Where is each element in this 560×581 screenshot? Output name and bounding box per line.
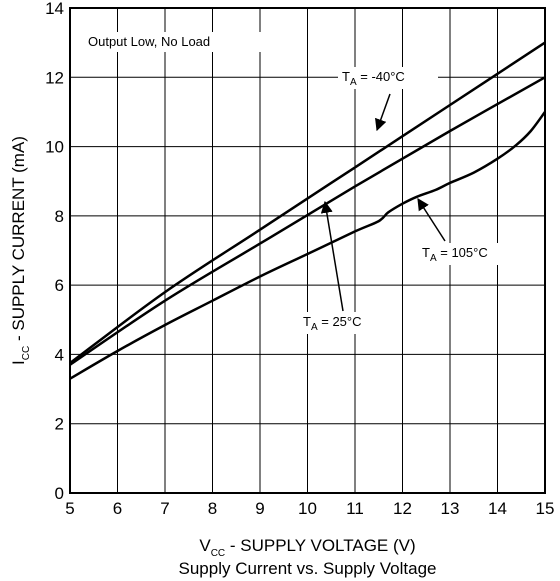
y-tick-label: 0 xyxy=(55,484,64,503)
y-tick-labels: 0 2 4 6 8 10 12 14 xyxy=(45,0,64,503)
callout-symbol: T xyxy=(342,69,350,84)
callout-subscript: A xyxy=(350,77,357,88)
x-axis-symbol: V xyxy=(199,536,211,555)
y-tick-label: 10 xyxy=(45,138,64,157)
x-tick-label: 7 xyxy=(160,499,169,518)
x-tick-label: 5 xyxy=(65,499,74,518)
callout-arrow xyxy=(417,197,446,242)
callout-text: = 25°C xyxy=(318,314,362,329)
x-tick-label: 6 xyxy=(113,499,122,518)
x-axis-subscript: CC xyxy=(211,548,225,559)
callout-background xyxy=(418,243,516,265)
callout-symbol: T xyxy=(303,314,311,329)
callout-symbol: T xyxy=(422,245,430,260)
annotation-text: Output Low, No Load xyxy=(88,34,210,49)
x-tick-label: 15 xyxy=(536,499,555,518)
callout-25c: TA = 25°C xyxy=(299,200,391,334)
y-axis-text: - SUPPLY CURRENT (mA) xyxy=(9,136,28,346)
x-tick-label: 13 xyxy=(441,499,460,518)
series-line-105c xyxy=(69,111,547,380)
y-axis-title: ICC - SUPPLY CURRENT (mA) xyxy=(9,136,32,365)
x-axis-text: - SUPPLY VOLTAGE (V) xyxy=(225,536,416,555)
callout-background xyxy=(299,312,391,334)
callout-label: TA = -40°C xyxy=(342,69,405,88)
y-tick-label: 4 xyxy=(55,345,64,364)
series-line-minus40c xyxy=(69,41,546,365)
x-axis-title: VCC - SUPPLY VOLTAGE (V) xyxy=(199,536,415,559)
y-axis-subscript: CC xyxy=(21,346,32,360)
callout-subscript: A xyxy=(311,322,318,333)
callout-subscript: A xyxy=(430,253,437,264)
series-callouts: TA = -40°CTA = 25°CTA = 105°C xyxy=(299,67,516,334)
callout-label: TA = 105°C xyxy=(422,245,488,264)
series-line-25c xyxy=(69,76,546,366)
condition-annotation: Output Low, No Load xyxy=(84,32,264,52)
callout-minus40c: TA = -40°C xyxy=(338,67,438,132)
y-tick-label: 2 xyxy=(55,415,64,434)
callout-text: = 105°C xyxy=(437,245,488,260)
y-tick-label: 14 xyxy=(45,0,64,18)
y-tick-label: 8 xyxy=(55,207,64,226)
callout-label: TA = 25°C xyxy=(303,314,362,333)
callout-background xyxy=(338,67,438,89)
callout-arrow xyxy=(320,200,344,312)
plot-frame xyxy=(69,7,546,494)
y-tick-label: 12 xyxy=(45,68,64,87)
x-tick-label: 9 xyxy=(255,499,264,518)
x-tick-label: 10 xyxy=(298,499,317,518)
x-tick-labels: 5 6 7 8 9 10 11 12 13 14 15 xyxy=(65,499,554,518)
callout-arrow xyxy=(375,93,391,132)
x-tick-label: 12 xyxy=(393,499,412,518)
y-axis-symbol: I xyxy=(9,360,28,365)
callout-105c: TA = 105°C xyxy=(417,197,516,265)
callout-text: = -40°C xyxy=(357,69,405,84)
chart-title: Supply Current vs. Supply Voltage xyxy=(179,559,437,578)
x-tick-label: 14 xyxy=(488,499,507,518)
series-lines xyxy=(69,41,547,380)
x-tick-label: 11 xyxy=(346,499,364,518)
y-tick-label: 6 xyxy=(55,276,64,295)
annotation-background xyxy=(84,32,264,52)
x-tick-label: 8 xyxy=(208,499,217,518)
